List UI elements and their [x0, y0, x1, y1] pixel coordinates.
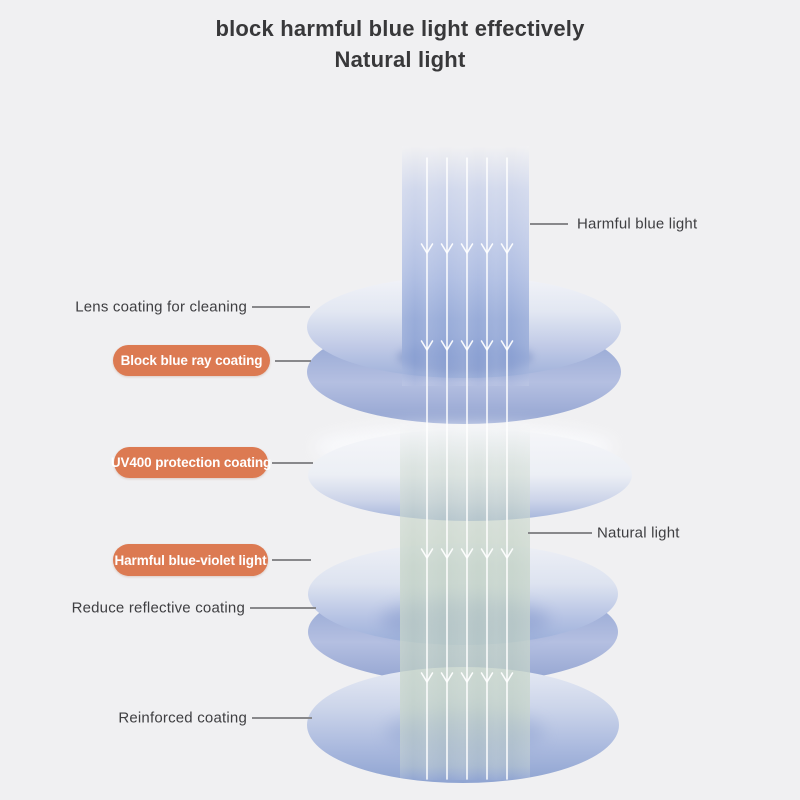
label-reinforced-coating: Reinforced coating [118, 709, 247, 727]
badge-block-blue-ray-coating: Block blue ray coating [113, 345, 270, 376]
connector-block-blue-ray [275, 360, 311, 362]
badge-harmful-blue-violet-light: Harmful blue-violet light [113, 544, 268, 576]
label-harmful-blue-light: Harmful blue light [577, 215, 698, 233]
label-lens-coating-for-cleaning: Lens coating for cleaning [75, 298, 247, 316]
connector-uv400 [272, 462, 313, 464]
natural-light-beam [400, 424, 530, 780]
label-reduce-reflective-coating: Reduce reflective coating [71, 599, 245, 617]
connector-natural-light [528, 532, 592, 534]
down-arrows-icon [420, 157, 514, 780]
connector-reinforced [252, 717, 312, 719]
badge-uv400-protection-coating: UV400 protection coating [111, 447, 271, 478]
title-line-1: block harmful blue light effectively [215, 16, 585, 41]
connector-blue-violet [272, 559, 311, 561]
harmful-blue-light-beam [402, 146, 529, 386]
connector-lens-coating [252, 306, 310, 308]
connector-reduce-reflective [250, 607, 316, 609]
page-title: block harmful blue light effectively Nat… [0, 13, 800, 75]
label-natural-light: Natural light [597, 524, 680, 542]
title-line-2: Natural light [334, 47, 466, 72]
green-beam-stripes [400, 424, 530, 780]
blue-beam-stripes [402, 146, 529, 386]
connector-harmful-blue-light [530, 223, 568, 225]
